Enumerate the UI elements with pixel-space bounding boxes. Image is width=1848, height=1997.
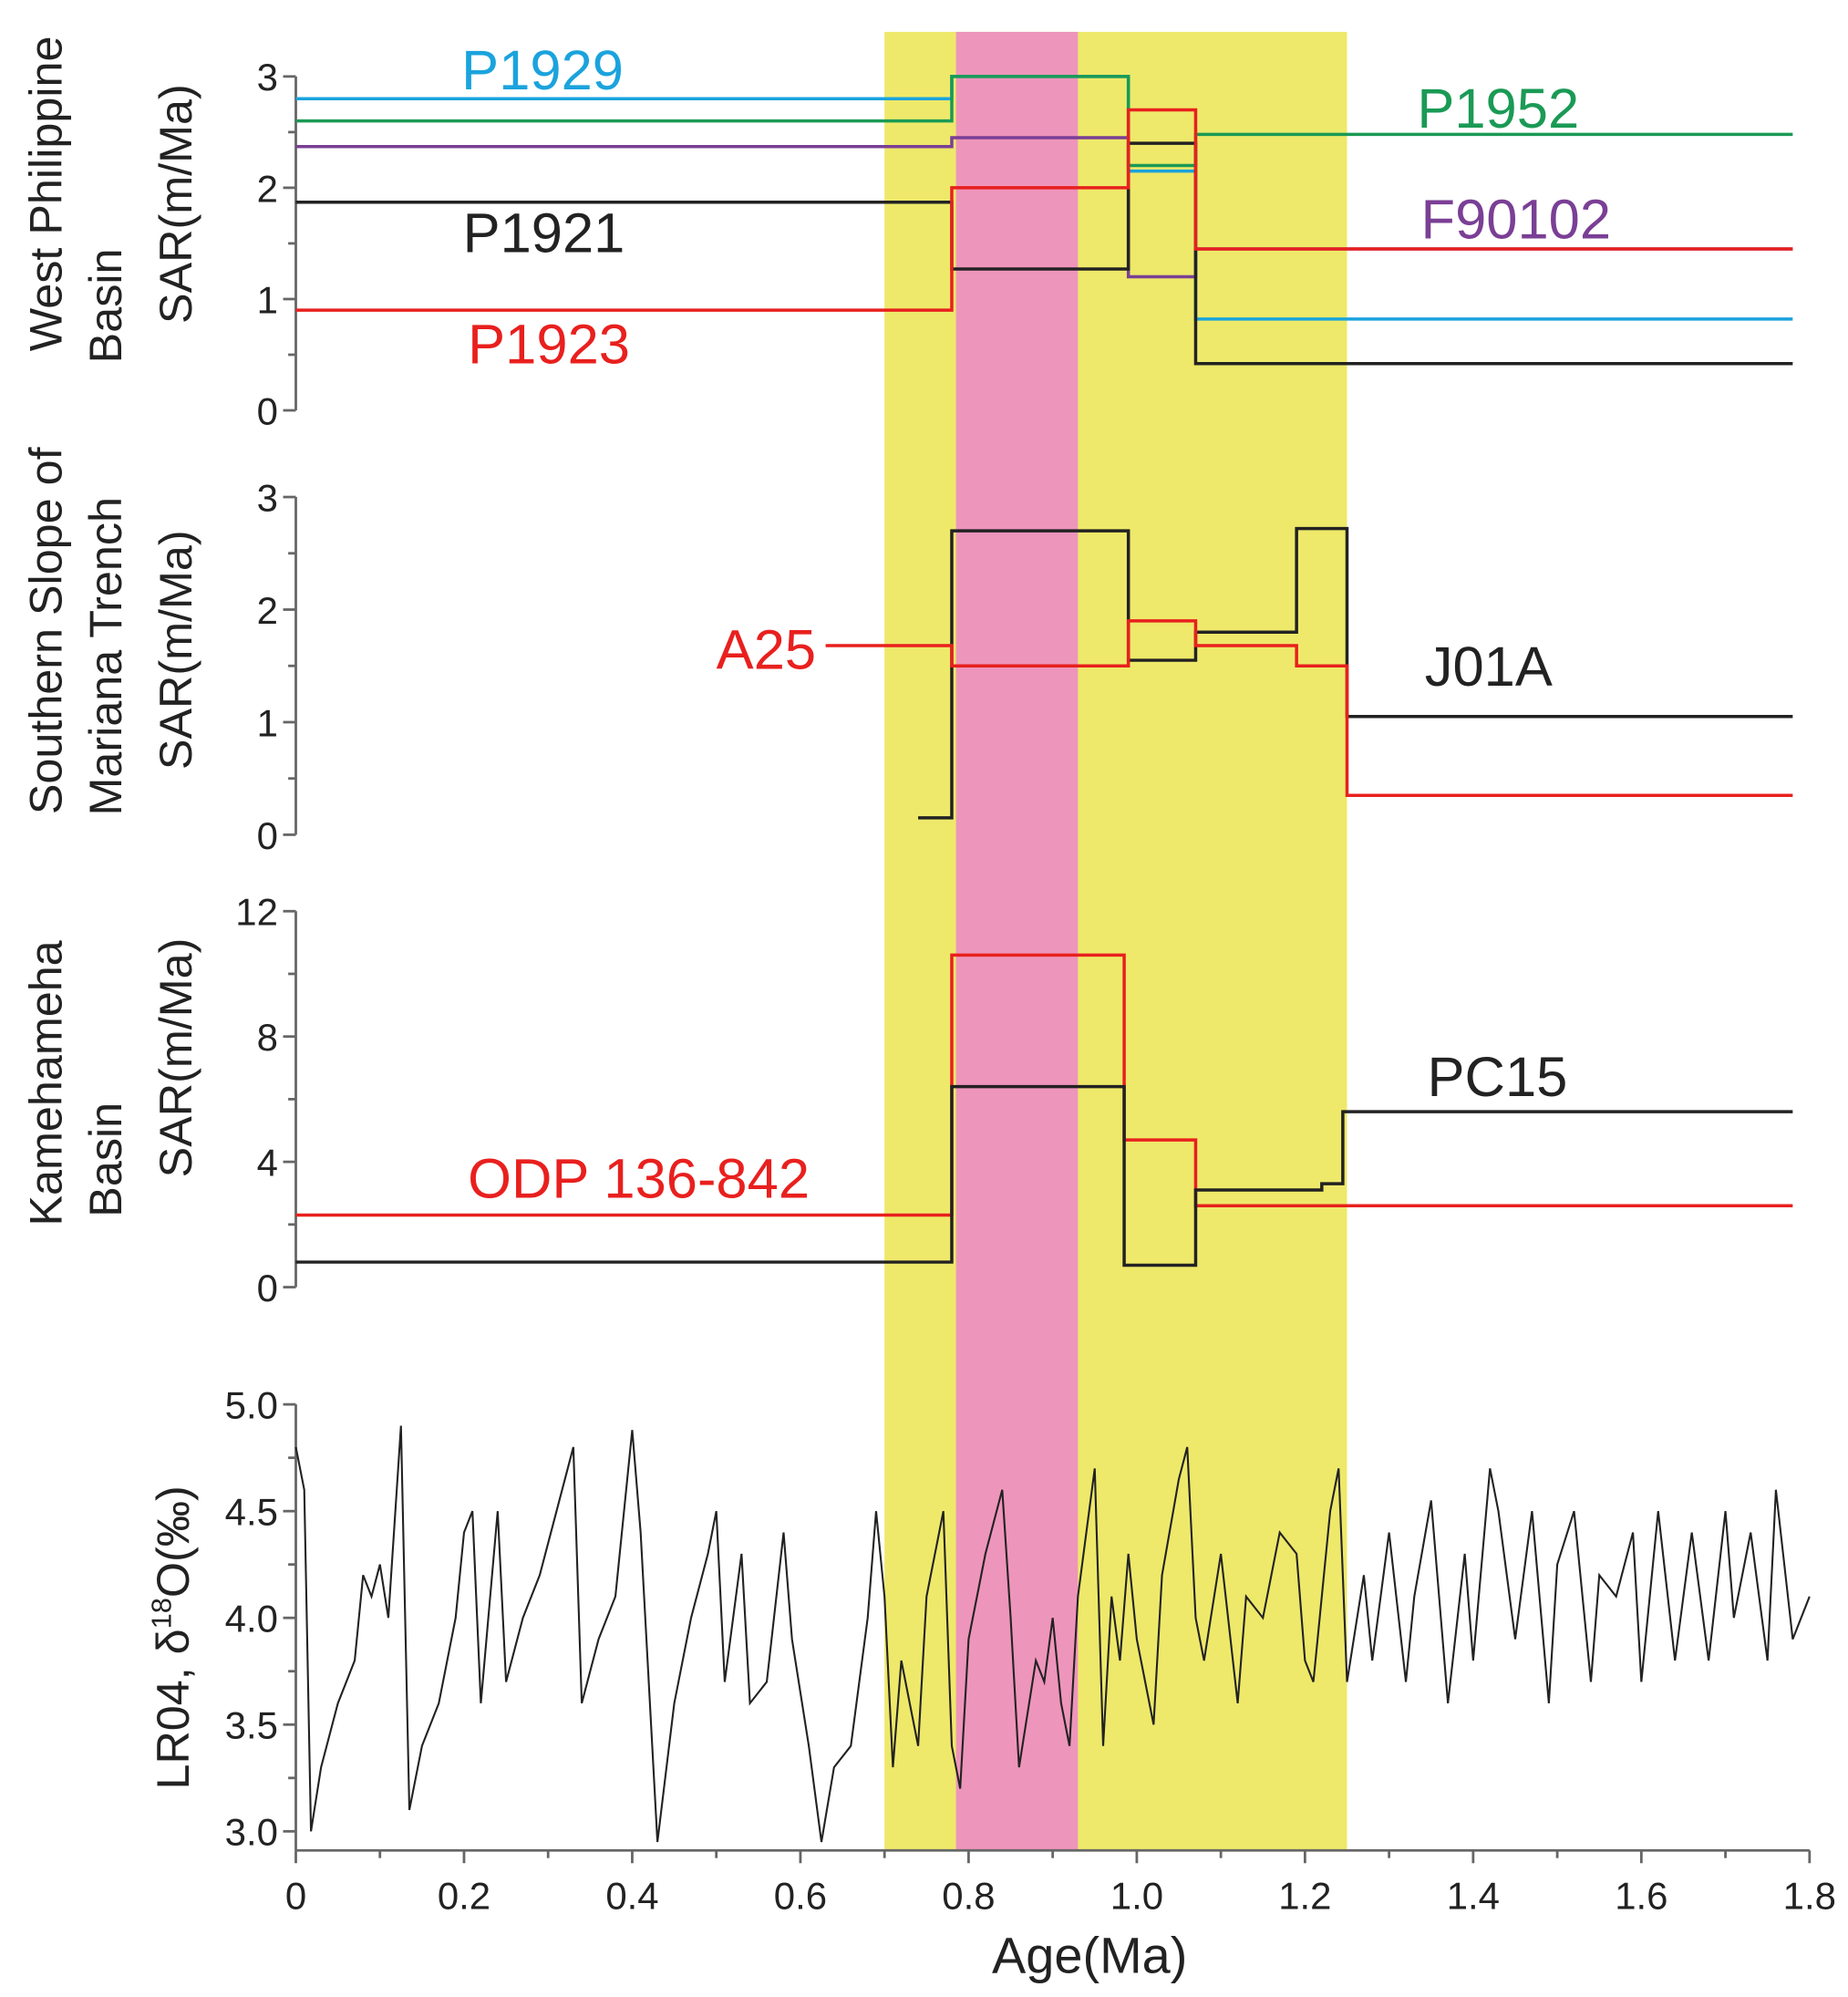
y-tick-label: 3 [257, 476, 278, 519]
y-tick-label: 4 [257, 1141, 278, 1184]
y-title-p1-line1: West Philippine [19, 36, 71, 352]
label-j01a: J01A [1425, 636, 1553, 698]
y-title-p2-line1: Southern Slope of [19, 446, 71, 814]
x-tick-label: 0 [285, 1875, 306, 1918]
y-tick-label: 1 [257, 278, 278, 321]
y-title-p3-line1: Kamehameha [19, 940, 71, 1226]
x-tick-label: 0.2 [438, 1875, 490, 1918]
label-odp-136-842: ODP 136-842 [468, 1148, 810, 1211]
series-pc15 [295, 1084, 1793, 1268]
series-p1923 [295, 108, 1793, 312]
y-tick-label: 5.0 [225, 1384, 278, 1427]
highlight-bands [884, 31, 1347, 1851]
x-tick-label: 0.8 [942, 1875, 995, 1918]
series-lr04 [294, 1425, 1811, 1843]
x-tick-label: 1.0 [1110, 1875, 1163, 1918]
y-title-p4-sup: 18 [146, 1598, 178, 1629]
y-tick-label: 2 [257, 167, 278, 210]
y-title-p3-line2: Basin [79, 1102, 131, 1217]
x-tick-label: 0.6 [774, 1875, 827, 1918]
x-tick-label: 1.6 [1615, 1875, 1667, 1918]
yellow-band [884, 31, 1347, 1851]
y-tick-label: 0 [257, 814, 278, 857]
y-tick-label: 0 [257, 389, 278, 432]
y-tick-label: 0 [257, 1267, 278, 1309]
label-pc15: PC15 [1428, 1046, 1568, 1109]
labels: P1929 P1952 F90102 P1921 P1923 J01A A25 … [19, 36, 1611, 1984]
y-tick-label: 2 [257, 589, 278, 632]
x-tick-label: 0.4 [605, 1875, 658, 1918]
y-title-p2-line3: SAR(m/Ma) [150, 530, 201, 770]
label-a25: A25 [717, 619, 816, 682]
label-f90102: F90102 [1421, 188, 1612, 251]
pink-band [955, 31, 1079, 1851]
y-tick-label: 8 [257, 1016, 278, 1059]
y-title-p4-b: O(‰) [147, 1485, 199, 1598]
y-title-p4: LR04, δ18O(‰) [146, 1485, 200, 1789]
y-title-p3-line3: SAR(m/Ma) [150, 938, 201, 1178]
label-p1952: P1952 [1417, 78, 1579, 140]
y-tick-label: 3.0 [225, 1811, 278, 1854]
y-title-p1-line2: Basin [79, 249, 131, 364]
y-tick-label: 4.0 [225, 1598, 278, 1640]
y-tick-label: 12 [235, 891, 278, 934]
label-p1923: P1923 [468, 313, 630, 376]
x-tick-label: 1.4 [1447, 1875, 1500, 1918]
y-tick-label: 3 [257, 56, 278, 98]
y-tick-label: 1 [257, 701, 278, 744]
y-tick-label: 3.5 [225, 1704, 278, 1747]
y-title-p4-a: LR04, δ [147, 1629, 199, 1789]
series-a25 [825, 619, 1793, 797]
label-p1929: P1929 [461, 39, 624, 102]
label-p1921: P1921 [463, 202, 625, 265]
x-axis-title: Age(Ma) [992, 1926, 1187, 1983]
series [294, 75, 1811, 1843]
y-title-p2-line2: Mariana Trench [79, 497, 131, 815]
y-tick-label: 4.5 [225, 1491, 278, 1534]
x-tick-label: 1.8 [1783, 1875, 1836, 1918]
y-title-p1-line3: SAR(m/Ma) [150, 84, 201, 324]
x-tick-label: 1.2 [1278, 1875, 1331, 1918]
